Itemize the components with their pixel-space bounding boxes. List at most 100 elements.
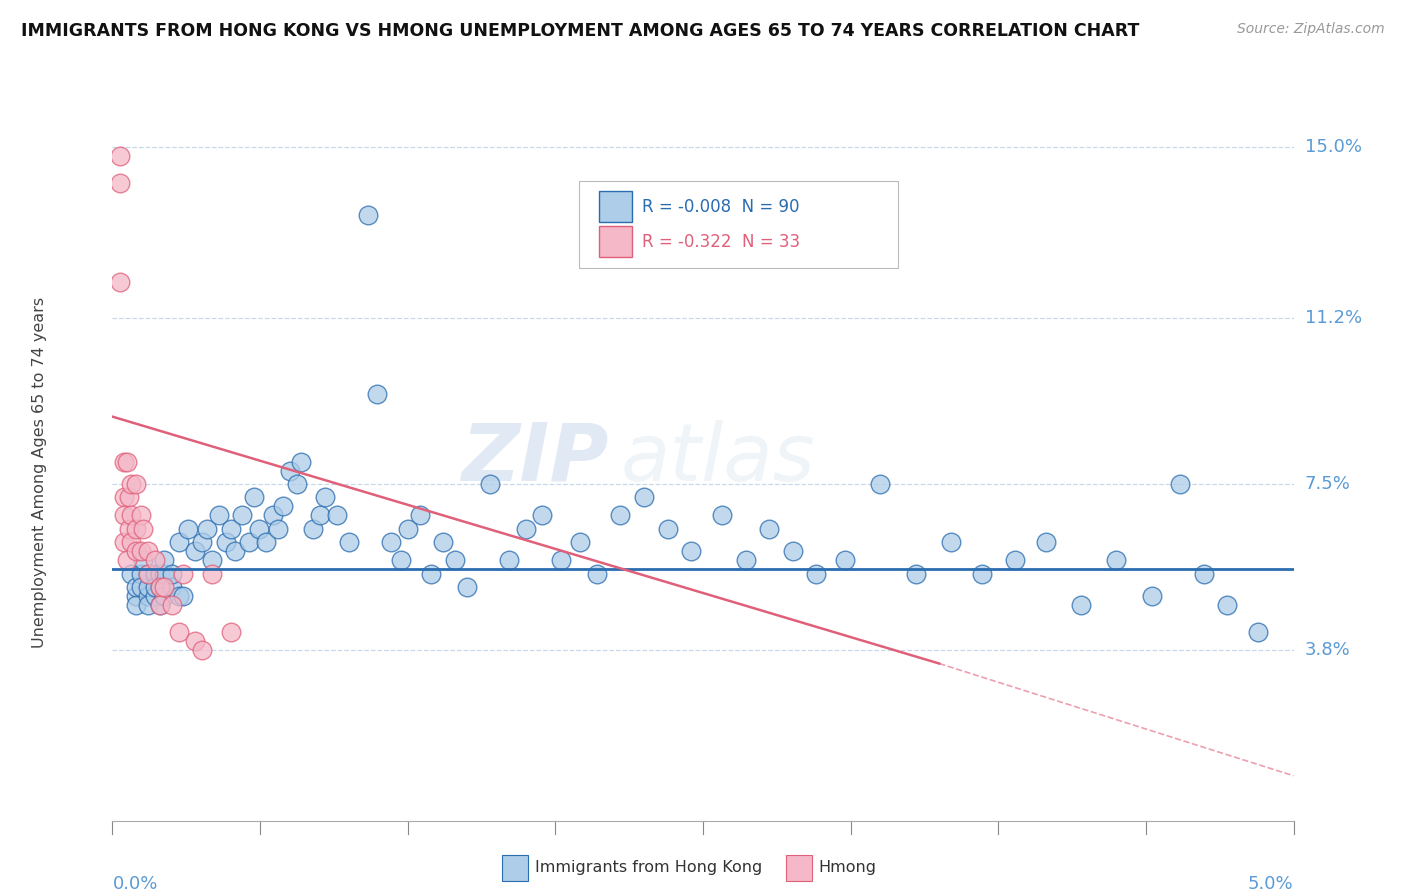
Point	[153, 553, 176, 567]
Point	[120, 508, 142, 523]
Point	[267, 522, 290, 536]
Point	[1247, 625, 1270, 640]
Point	[238, 535, 260, 549]
Text: 7.5%: 7.5%	[1305, 475, 1351, 493]
Point	[184, 634, 207, 648]
Point	[129, 544, 152, 558]
Point	[108, 176, 131, 190]
Point	[136, 566, 159, 581]
FancyBboxPatch shape	[579, 180, 898, 268]
Point	[112, 454, 135, 468]
Point	[337, 535, 360, 549]
Point	[904, 566, 927, 581]
Point	[456, 580, 478, 594]
Point	[302, 522, 325, 536]
Point	[153, 580, 176, 594]
Point	[118, 522, 141, 536]
Point	[125, 598, 148, 612]
Point	[1035, 535, 1057, 549]
Point	[125, 589, 148, 603]
Text: Unemployment Among Ages 65 to 74 years: Unemployment Among Ages 65 to 74 years	[32, 297, 46, 648]
Point	[734, 553, 756, 567]
Point	[177, 522, 200, 536]
Text: 0.0%: 0.0%	[112, 874, 157, 892]
Point	[1070, 598, 1092, 612]
Point	[129, 508, 152, 523]
Point	[219, 522, 242, 536]
Point	[153, 566, 176, 581]
Point	[285, 477, 308, 491]
Text: 15.0%: 15.0%	[1305, 138, 1361, 156]
Text: R = -0.008  N = 90: R = -0.008 N = 90	[641, 198, 799, 216]
Point	[834, 553, 856, 567]
Point	[1140, 589, 1163, 603]
Point	[112, 508, 135, 523]
Point	[254, 535, 277, 549]
Point	[125, 477, 148, 491]
Point	[201, 566, 224, 581]
Point	[515, 522, 537, 536]
Point	[167, 625, 190, 640]
Point	[309, 508, 332, 523]
Point	[396, 522, 419, 536]
Point	[389, 553, 412, 567]
Text: Hmong: Hmong	[818, 861, 877, 875]
Point	[160, 566, 183, 581]
Point	[167, 535, 190, 549]
Point	[262, 508, 284, 523]
Point	[195, 522, 218, 536]
Point	[136, 566, 159, 581]
Point	[149, 580, 172, 594]
Point	[1105, 553, 1128, 567]
Point	[191, 535, 214, 549]
Point	[657, 522, 679, 536]
Point	[143, 589, 166, 603]
Point	[420, 566, 443, 581]
Point	[191, 643, 214, 657]
Point	[149, 580, 172, 594]
Point	[271, 500, 294, 514]
Point	[167, 589, 190, 603]
Point	[129, 580, 152, 594]
Point	[758, 522, 780, 536]
Text: 3.8%: 3.8%	[1305, 641, 1350, 659]
Point	[120, 477, 142, 491]
Point	[125, 522, 148, 536]
Point	[243, 491, 266, 505]
Point	[143, 580, 166, 594]
Point	[112, 535, 135, 549]
Point	[136, 598, 159, 612]
Point	[172, 589, 194, 603]
Point	[432, 535, 454, 549]
Point	[681, 544, 703, 558]
Point	[136, 589, 159, 603]
Point	[143, 553, 166, 567]
Text: Immigrants from Hong Kong: Immigrants from Hong Kong	[536, 861, 762, 875]
Point	[224, 544, 246, 558]
Point	[531, 508, 554, 523]
FancyBboxPatch shape	[786, 855, 811, 881]
Point	[633, 491, 655, 505]
Point	[366, 387, 388, 401]
Point	[160, 580, 183, 594]
Point	[136, 544, 159, 558]
Point	[569, 535, 592, 549]
Point	[215, 535, 238, 549]
Point	[118, 491, 141, 505]
Point	[585, 566, 607, 581]
Text: IMMIGRANTS FROM HONG KONG VS HMONG UNEMPLOYMENT AMONG AGES 65 TO 74 YEARS CORREL: IMMIGRANTS FROM HONG KONG VS HMONG UNEMP…	[21, 22, 1139, 40]
Point	[314, 491, 336, 505]
Point	[356, 208, 378, 222]
Point	[970, 566, 993, 581]
Point	[120, 535, 142, 549]
Point	[184, 544, 207, 558]
Point	[609, 508, 631, 523]
Point	[444, 553, 467, 567]
Point	[247, 522, 270, 536]
Point	[479, 477, 502, 491]
Point	[806, 566, 828, 581]
Point	[380, 535, 402, 549]
Point	[326, 508, 349, 523]
Point	[710, 508, 733, 523]
Text: ZIP: ZIP	[461, 420, 609, 498]
